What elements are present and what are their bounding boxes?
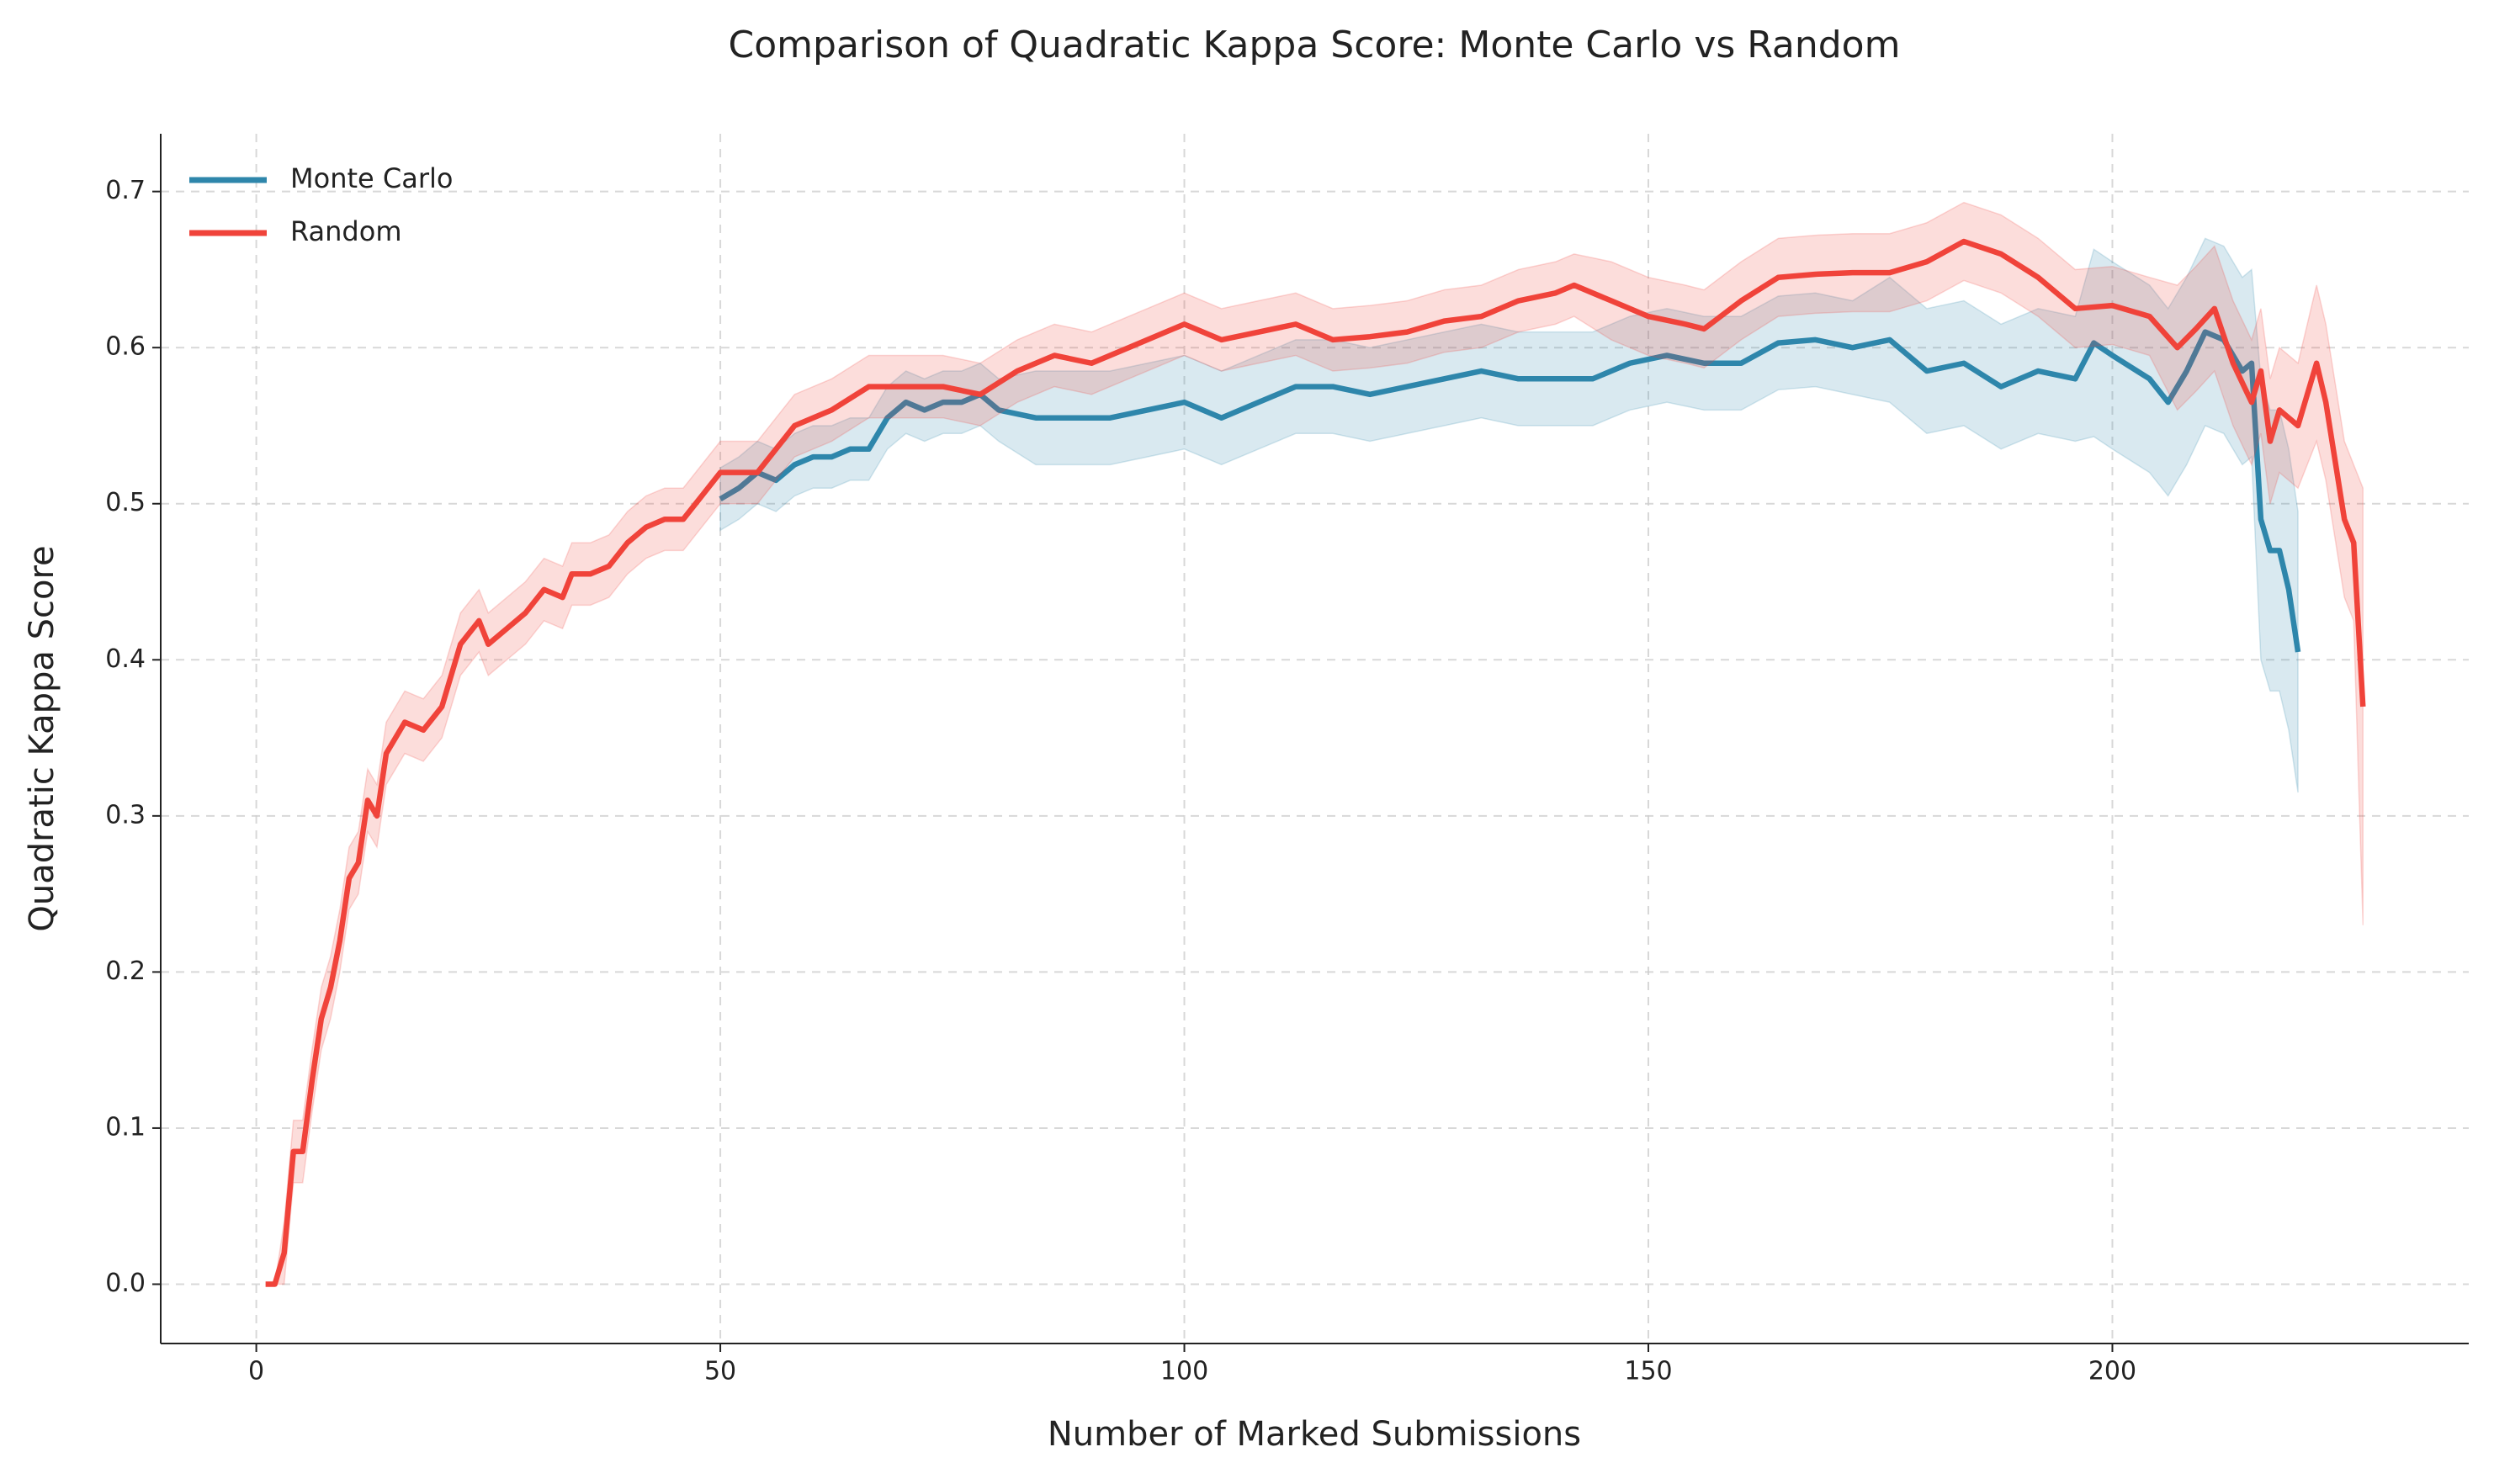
x-tick-label: 100 [1160, 1357, 1208, 1386]
x-tick-label: 150 [1624, 1357, 1672, 1386]
y-axis-label: Quadratic Kappa Score [23, 545, 61, 931]
legend-label: Random [290, 215, 401, 247]
x-tick-label: 0 [248, 1357, 264, 1386]
x-axis-label: Number of Marked Submissions [1048, 1415, 1581, 1454]
y-tick-label: 0.0 [105, 1269, 146, 1298]
y-tick-label: 0.2 [105, 957, 146, 986]
y-tick-label: 0.5 [105, 488, 146, 517]
legend-label: Monte Carlo [290, 162, 453, 194]
y-tick-label: 0.6 [105, 332, 146, 362]
series-line [265, 238, 2366, 1287]
y-tick-label: 0.1 [105, 1112, 146, 1142]
confidence-band [719, 237, 2299, 793]
x-tick-label: 50 [704, 1357, 736, 1386]
y-tick-label: 0.3 [105, 800, 146, 829]
series-line [719, 329, 2301, 653]
chart-title: Comparison of Quadratic Kappa Score: Mon… [729, 24, 1901, 66]
y-tick-label: 0.7 [105, 176, 146, 205]
y-tick-label: 0.4 [105, 644, 146, 674]
x-tick-label: 200 [2088, 1357, 2136, 1386]
confidence-band [265, 201, 2364, 1285]
